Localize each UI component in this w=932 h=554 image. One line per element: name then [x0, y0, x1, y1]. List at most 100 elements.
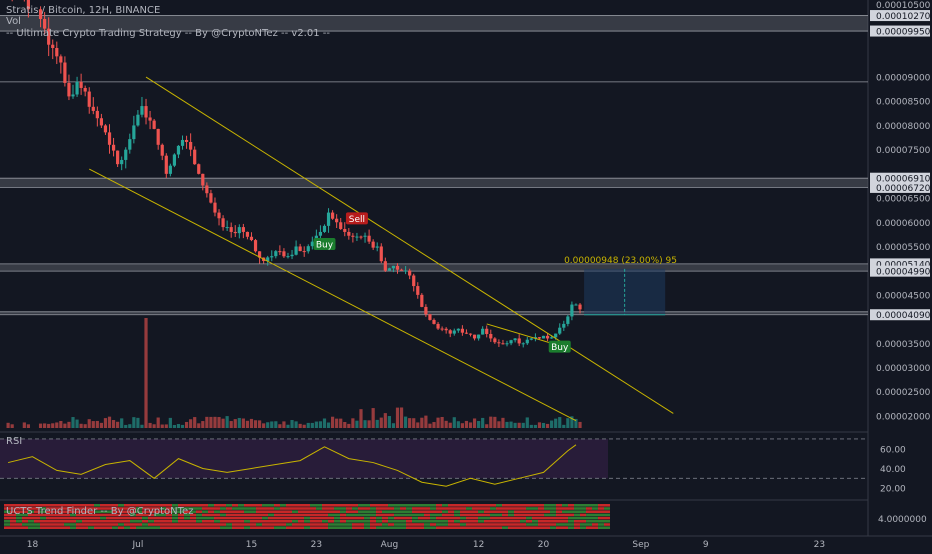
volume-bar — [111, 420, 116, 428]
trend-cell — [310, 523, 316, 526]
trend-cell — [376, 516, 382, 520]
support-resistance-zone — [0, 15, 868, 32]
volume-bar — [47, 423, 51, 428]
trend-cell — [502, 510, 508, 513]
trend-cell — [406, 526, 412, 529]
trend-cell — [532, 516, 538, 520]
trend-cell — [580, 520, 586, 523]
trend-cell — [244, 516, 250, 520]
trend-cell — [124, 526, 130, 529]
trend-cell — [304, 526, 310, 529]
trend-cell — [226, 516, 232, 520]
trend-cell — [418, 510, 424, 513]
candle-body — [306, 246, 310, 252]
trend-cell — [226, 523, 232, 526]
trend-cell — [346, 520, 352, 523]
trend-cell — [46, 507, 52, 510]
candle-body — [517, 338, 521, 344]
trend-cell — [22, 510, 28, 513]
trend-cell — [358, 516, 364, 520]
trend-cell — [82, 523, 88, 526]
trend-cell — [148, 504, 154, 507]
candle-body — [160, 144, 164, 156]
price-tick-highlight — [870, 10, 930, 22]
trend-cell — [562, 504, 568, 507]
trend-cell — [592, 526, 598, 529]
candle-body — [124, 149, 128, 160]
trend-cell — [10, 507, 16, 510]
measure-layer: 0.00000948 (23.00%) 95 — [564, 256, 677, 316]
candle-body — [375, 246, 379, 248]
trend-cell — [250, 516, 256, 520]
trend-cell — [88, 513, 94, 517]
trend-cell — [412, 513, 418, 517]
price-tick-highlight — [870, 181, 930, 193]
trend-cell — [358, 513, 364, 517]
time-tick-label: Jul — [131, 540, 143, 550]
trend-cell — [490, 507, 496, 510]
trend-cell — [10, 526, 16, 529]
trend-cell — [286, 520, 292, 523]
trend-cell — [52, 504, 58, 507]
trend-cell — [28, 526, 34, 529]
trend-cell — [328, 526, 334, 529]
trend-cell — [352, 510, 358, 513]
trend-cell — [40, 523, 46, 526]
trend-cell — [10, 513, 16, 517]
candle-layer — [11, 0, 582, 348]
volume-bar — [509, 421, 513, 428]
trend-cell — [52, 507, 58, 510]
trend-cell — [382, 516, 388, 520]
trend-cell — [184, 507, 190, 510]
trend-cell — [226, 507, 232, 510]
volume-bar — [521, 422, 525, 428]
trend-cell — [328, 523, 334, 526]
trend-cell — [142, 516, 148, 520]
trend-cell — [262, 504, 268, 507]
trend-cell — [328, 510, 334, 513]
signal-buy-marker: Buy — [548, 340, 571, 353]
trend-cell — [328, 516, 334, 520]
trend-cell — [580, 507, 586, 510]
volume-bar — [497, 421, 501, 428]
trend-cell — [508, 520, 514, 523]
trend-cell — [310, 520, 316, 523]
trend-cell — [52, 513, 58, 517]
trend-cell — [142, 520, 148, 523]
trend-cell — [310, 526, 316, 529]
trend-cell — [526, 510, 532, 513]
trend-cell — [406, 523, 412, 526]
volume-label: Vol — [6, 16, 21, 27]
trend-cell — [424, 504, 430, 507]
volume-bar — [404, 416, 408, 428]
trend-cell — [262, 510, 268, 513]
volume-bar — [310, 422, 314, 428]
candle-body — [497, 342, 501, 344]
trend-cell — [280, 504, 286, 507]
volume-bar — [59, 420, 63, 428]
trend-cell — [130, 523, 136, 526]
trend-cell — [94, 526, 100, 529]
trend-cell — [64, 513, 70, 517]
price-tick-label: 0.00005140 — [876, 260, 931, 270]
trend-cell — [520, 516, 526, 520]
trend-cell — [418, 513, 424, 517]
trend-cell — [16, 513, 22, 517]
trend-cell — [490, 504, 496, 507]
trend-cell — [472, 516, 478, 520]
trend-cell — [496, 526, 502, 529]
trend-cell — [292, 504, 298, 507]
volume-bar — [156, 417, 160, 428]
trend-cell — [124, 513, 130, 517]
trend-cell — [388, 507, 394, 510]
trend-cell — [238, 510, 244, 513]
trend-cell — [292, 510, 298, 513]
trend-cell — [322, 507, 328, 510]
trend-cell — [550, 520, 556, 523]
volume-bar — [262, 423, 266, 428]
trend-cell — [388, 504, 394, 507]
trend-cell — [268, 516, 274, 520]
trend-cell — [502, 526, 508, 529]
